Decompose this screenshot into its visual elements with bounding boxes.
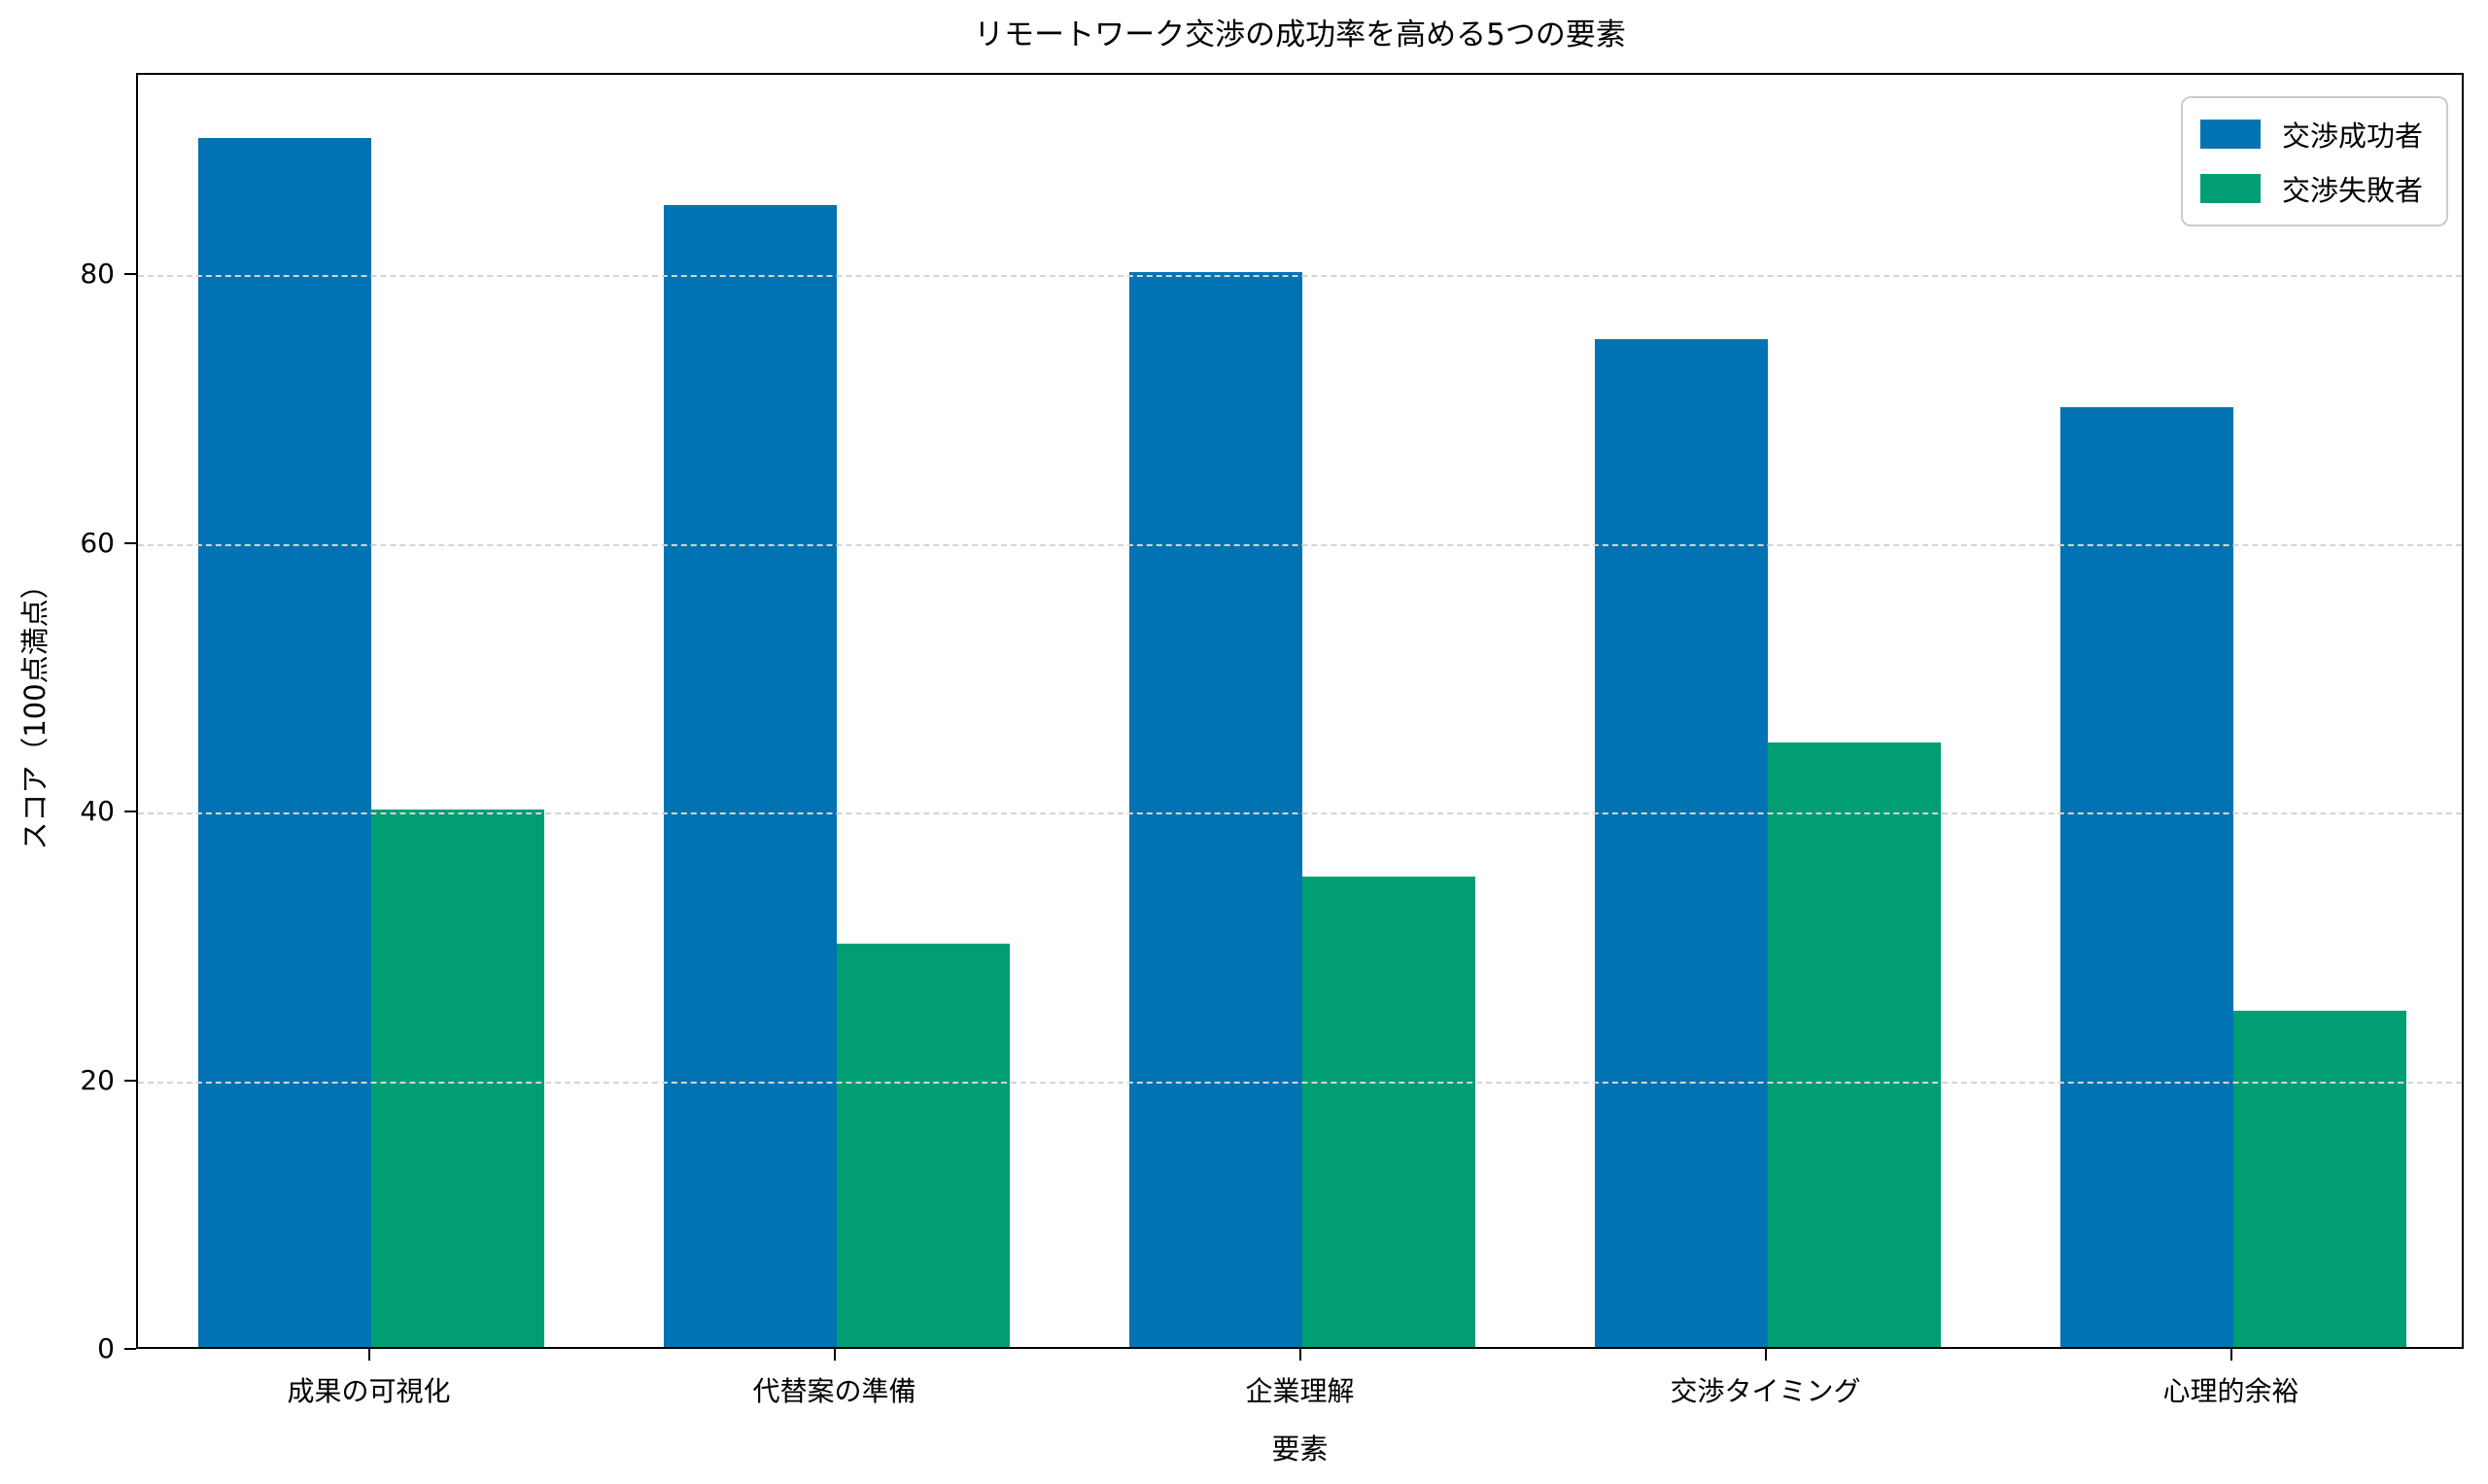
- bar-failure-2: [1301, 877, 1475, 1347]
- bar-success-0: [197, 138, 371, 1347]
- gridline-y-60: [138, 543, 2462, 546]
- gridline-y-20: [138, 1081, 2462, 1084]
- x-tick-label-1: 代替案の準備: [752, 1375, 916, 1407]
- x-tick-mark-4: [2229, 1349, 2232, 1361]
- bar-success-1: [663, 205, 837, 1347]
- plot-area: 交渉成功者交渉失敗者: [136, 73, 2464, 1349]
- bar-success-2: [1128, 272, 1302, 1347]
- bar-failure-1: [836, 944, 1010, 1347]
- x-tick-mark-2: [1298, 1349, 1301, 1361]
- y-tick-label-40: 40: [80, 795, 115, 828]
- x-tick-label-0: 成果の可視化: [287, 1375, 451, 1407]
- bar-failure-0: [370, 810, 544, 1347]
- legend-item-failure: 交渉失敗者: [2199, 168, 2423, 209]
- x-tick-label-2: 企業理解: [1245, 1375, 1355, 1407]
- y-tick-label-0: 0: [97, 1332, 115, 1364]
- legend-swatch-icon: [2199, 120, 2261, 149]
- legend-item-success: 交渉成功者: [2199, 114, 2423, 155]
- x-tick-label-4: 心理的余裕: [2162, 1375, 2299, 1407]
- x-tick-mark-0: [367, 1349, 370, 1361]
- gridline-y-80: [138, 275, 2462, 278]
- y-tick-mark-40: [124, 811, 136, 813]
- bar-failure-3: [1767, 742, 1941, 1347]
- y-tick-label-20: 20: [80, 1063, 115, 1096]
- y-tick-mark-0: [124, 1348, 136, 1350]
- bar-group-3: [1535, 75, 2000, 1347]
- bar-failure-4: [2232, 1011, 2406, 1347]
- y-tick-label-80: 80: [80, 258, 115, 291]
- x-tick-mark-1: [833, 1349, 836, 1361]
- y-tick-mark-80: [124, 273, 136, 276]
- y-tick-label-60: 60: [80, 526, 115, 559]
- bar-success-4: [2059, 406, 2233, 1347]
- legend-label: 交渉成功者: [2281, 120, 2423, 153]
- bar-group-0: [138, 75, 604, 1347]
- bar-group-4: [2000, 75, 2466, 1347]
- bar-group-2: [1069, 75, 1535, 1347]
- x-axis-label: 要素: [1271, 1432, 1329, 1466]
- legend-label: 交渉失敗者: [2281, 174, 2423, 207]
- chart-title: リモートワーク交渉の成功率を高める5つの要素: [974, 17, 1626, 52]
- x-tick-mark-3: [1764, 1349, 1767, 1361]
- bar-group-1: [604, 75, 1069, 1347]
- legend-swatch-icon: [2199, 174, 2261, 203]
- y-tick-mark-20: [124, 1079, 136, 1082]
- legend: 交渉成功者交渉失敗者: [2180, 96, 2448, 226]
- gridline-y-40: [138, 812, 2462, 815]
- bar-success-3: [1594, 339, 1768, 1347]
- y-tick-mark-60: [124, 541, 136, 544]
- x-tick-label-3: 交渉タイミング: [1670, 1375, 1861, 1407]
